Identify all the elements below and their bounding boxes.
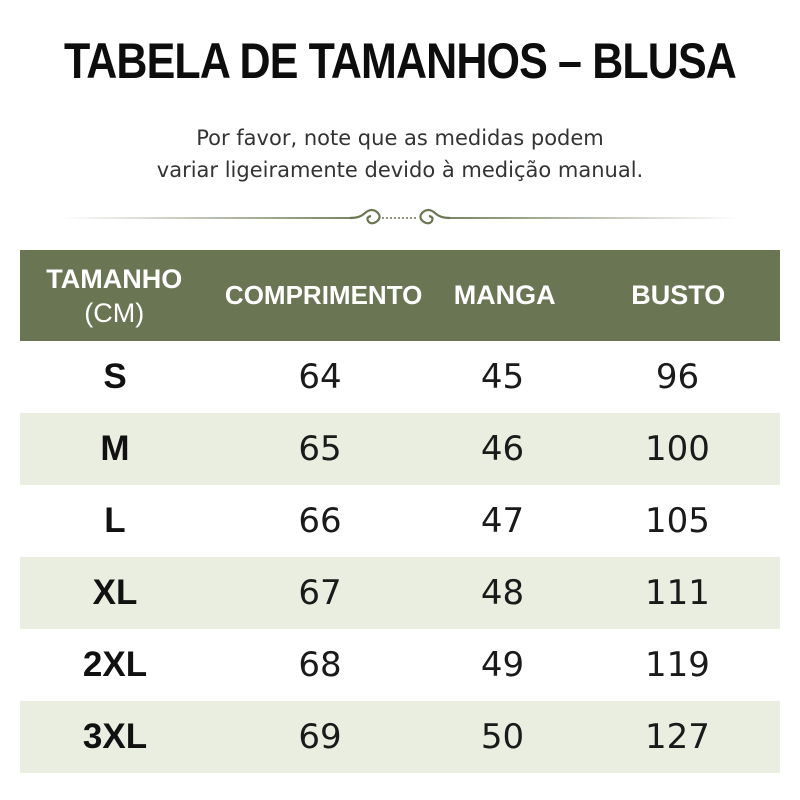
size-cell: 2XL <box>82 645 148 684</box>
length-cell: 67 <box>298 573 342 613</box>
page-title: TABELA DE TAMANHOS – BLUSA <box>63 33 737 89</box>
size-cell: M <box>100 429 130 468</box>
length-cell: 65 <box>298 429 342 469</box>
measurement-note: Por favor, note que as medidas podem var… <box>0 122 800 186</box>
table-row: S 64 45 96 <box>20 341 780 413</box>
size-cell: S <box>103 357 127 396</box>
length-cell: 69 <box>298 717 342 757</box>
ornamental-divider <box>60 208 740 225</box>
header-size-line1: TAMANHO <box>46 263 183 294</box>
sleeve-cell: 46 <box>480 429 525 469</box>
bust-cell: 127 <box>645 717 710 757</box>
header-length: COMPRIMENTO <box>224 280 423 310</box>
size-cell: 3XL <box>82 717 148 756</box>
table-row: 3XL 69 50 127 <box>20 701 780 773</box>
header-size-line2: (CM) <box>84 297 145 328</box>
bust-cell: 96 <box>655 357 700 397</box>
table-row: M 65 46 100 <box>20 413 780 485</box>
sleeve-cell: 50 <box>480 717 525 757</box>
table-row: L 66 47 105 <box>20 485 780 557</box>
sleeve-cell: 47 <box>480 501 525 541</box>
swirl-right-icon <box>419 208 451 225</box>
sleeve-cell: 49 <box>480 645 525 685</box>
header-size: TAMANHO (CM) <box>20 262 209 330</box>
sleeve-cell: 48 <box>480 573 525 613</box>
bust-cell: 119 <box>645 645 710 685</box>
length-cell: 68 <box>298 645 342 685</box>
size-chart-table: TAMANHO (CM) COMPRIMENTO MANGA BUSTO S 6… <box>20 250 780 773</box>
size-cell: L <box>104 501 126 540</box>
note-line-1: Por favor, note que as medidas podem <box>196 126 604 150</box>
header-bust: BUSTO <box>631 280 726 310</box>
length-cell: 66 <box>298 501 342 541</box>
bust-cell: 105 <box>645 501 710 541</box>
bust-cell: 100 <box>645 429 710 469</box>
length-cell: 64 <box>298 357 342 397</box>
swirl-left-icon <box>349 208 381 225</box>
table-row: XL 67 48 111 <box>20 557 780 629</box>
sleeve-cell: 45 <box>480 357 525 397</box>
table-row: 2XL 68 49 119 <box>20 629 780 701</box>
bust-cell: 111 <box>645 573 710 613</box>
header-sleeve: MANGA <box>453 280 556 310</box>
table-header-row: TAMANHO (CM) COMPRIMENTO MANGA BUSTO <box>20 250 780 341</box>
size-cell: XL <box>92 573 138 612</box>
note-line-2: variar ligeiramente devido à medição man… <box>156 158 644 182</box>
